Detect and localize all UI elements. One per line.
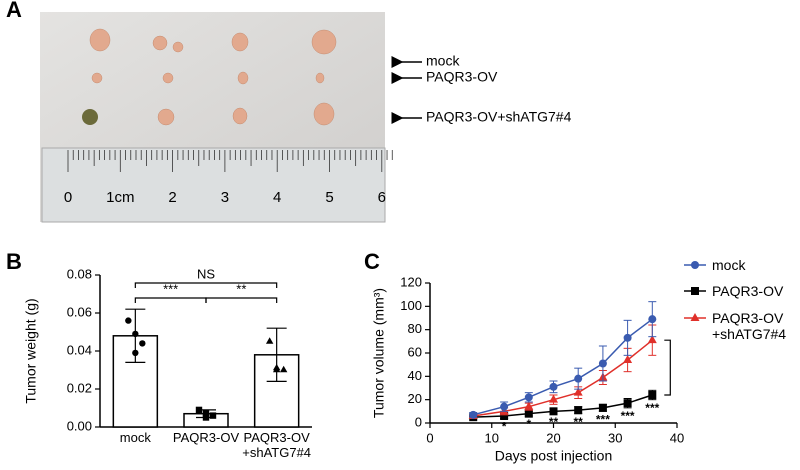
ruler-label: 4 <box>273 189 281 206</box>
marker <box>469 410 478 419</box>
marker <box>202 410 210 417</box>
y-axis-label: Tumor volume (mm³) <box>371 288 387 418</box>
marker <box>647 335 657 344</box>
bar <box>253 354 300 428</box>
marker <box>623 399 632 408</box>
significance-label: ** <box>574 415 584 429</box>
significance-label: *** <box>645 401 659 415</box>
marker <box>623 333 632 342</box>
ruler-label: 2 <box>168 189 176 206</box>
marker <box>691 261 699 269</box>
marker <box>573 387 583 396</box>
marker <box>272 365 281 373</box>
y-tick-label: 0.00 <box>67 418 92 433</box>
marker <box>524 401 534 410</box>
marker <box>574 374 583 383</box>
series-line <box>473 394 653 418</box>
y-tick-label: 40 <box>408 368 422 383</box>
x-tick-label: PAQR3-OV +shATG7#4 <box>242 430 312 460</box>
marker <box>690 313 700 321</box>
significance-label: ** <box>236 281 246 296</box>
panel-label: A <box>6 0 22 22</box>
marker <box>500 412 509 420</box>
y-tick-label: 0.08 <box>67 266 92 281</box>
significance-label: *** <box>163 281 178 296</box>
y-tick-label: 0 <box>415 414 422 429</box>
ruler-label: 0 <box>64 189 72 206</box>
y-tick-label: 120 <box>400 274 422 289</box>
ruler-label: 1cm <box>106 189 134 206</box>
x-tick-label: 0 <box>426 430 433 445</box>
significance-label: * <box>502 420 507 434</box>
y-tick-label: 100 <box>400 298 422 313</box>
x-axis-label: Days post injection <box>495 448 613 464</box>
marker <box>125 317 132 324</box>
y-tick-label: 0.06 <box>67 304 92 319</box>
x-tick-label: 30 <box>608 430 622 445</box>
marker <box>648 315 657 324</box>
ruler-label: 3 <box>221 189 229 206</box>
significance-label: NS <box>197 266 215 281</box>
significance-label: * <box>526 417 531 431</box>
significance-bracket <box>664 339 671 396</box>
x-tick-label: 10 <box>485 430 499 445</box>
y-tick-label: 60 <box>408 344 422 359</box>
significance-bracket <box>134 297 207 303</box>
marker <box>265 337 274 344</box>
significance-label: ** <box>549 415 559 429</box>
marker <box>549 394 558 403</box>
marker <box>524 409 533 418</box>
y-tick-label: 0.04 <box>67 342 92 357</box>
y-axis-label: Tumor weight (g) <box>23 298 39 403</box>
marker <box>549 382 558 391</box>
marker <box>209 412 217 419</box>
photo-label: PAQR3-OV+shATG7#4 <box>426 109 572 125</box>
marker <box>195 406 203 414</box>
significance-bracket <box>134 282 278 288</box>
marker <box>132 349 139 357</box>
marker <box>500 402 509 411</box>
y-tick-label: 80 <box>408 321 422 336</box>
legend-label: PAQR3-OV <box>712 283 784 299</box>
significance-label: *** <box>621 409 635 423</box>
marker <box>623 355 633 363</box>
marker <box>524 393 533 402</box>
legend-label: PAQR3-OV +shATG7#4 <box>712 310 787 342</box>
marker <box>132 330 139 338</box>
marker <box>139 340 146 347</box>
x-tick-label: mock <box>119 430 151 445</box>
photo-label: PAQR3-OV <box>426 69 498 85</box>
marker <box>598 359 607 368</box>
significance-bracket <box>205 297 278 303</box>
marker <box>598 403 607 412</box>
y-tick-label: 20 <box>408 391 422 406</box>
ruler-label: 6 <box>378 189 386 206</box>
panel-label: C <box>364 249 380 274</box>
x-tick-label: 20 <box>546 430 560 445</box>
significance-label: *** <box>596 413 610 427</box>
photo-label: mock <box>426 53 460 69</box>
marker <box>549 407 558 416</box>
series-line <box>473 318 653 416</box>
x-tick-label: 40 <box>670 430 684 445</box>
marker <box>691 287 699 295</box>
ruler-label: 5 <box>325 189 333 206</box>
panel-label: B <box>6 249 22 274</box>
legend-label: mock <box>712 257 746 273</box>
y-tick-label: 0.02 <box>67 380 92 395</box>
marker <box>202 414 210 421</box>
photo: 0 1cm 2 3 4 5 6 <box>40 12 393 223</box>
marker <box>279 365 288 373</box>
x-tick-label: PAQR3-OV <box>172 430 240 445</box>
marker <box>574 406 583 415</box>
marker <box>648 391 657 399</box>
